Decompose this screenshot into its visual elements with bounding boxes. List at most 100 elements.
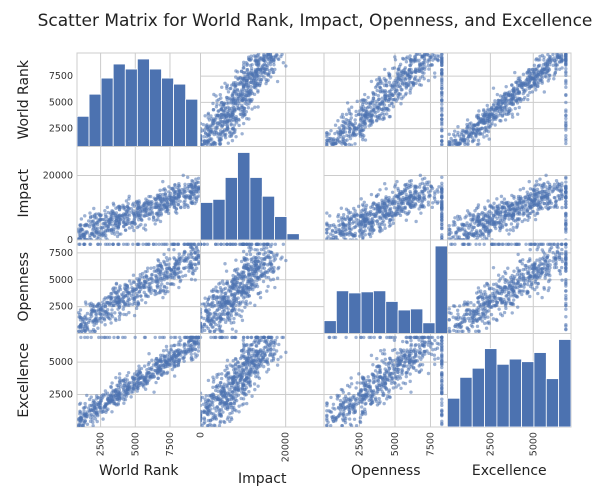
cell-content xyxy=(447,53,571,147)
histogram-bar xyxy=(100,77,114,147)
scatter-point xyxy=(230,83,234,87)
scatter-point xyxy=(511,87,516,92)
scatter-point xyxy=(399,76,404,80)
scatter-point xyxy=(193,194,197,198)
scatter-point xyxy=(371,96,376,100)
scatter-point xyxy=(160,242,164,246)
scatter-point xyxy=(477,233,481,238)
scatter-point xyxy=(440,113,444,117)
scatter-point xyxy=(223,118,227,122)
scatter-point xyxy=(510,96,514,100)
scatter-point xyxy=(532,201,536,205)
scatter-point xyxy=(139,294,143,298)
scatter-point xyxy=(536,201,540,206)
scatter-point xyxy=(387,103,392,108)
scatter-point xyxy=(460,223,465,228)
scatter-point xyxy=(532,63,537,68)
scatter-point xyxy=(89,314,94,318)
scatter-point xyxy=(140,298,144,302)
scatter-point xyxy=(543,74,547,78)
scatter-point xyxy=(240,294,244,298)
scatter-point xyxy=(495,92,500,97)
scatter-point xyxy=(382,206,387,211)
scatter-point xyxy=(362,200,366,205)
scatter-point xyxy=(342,217,347,221)
scatter-point xyxy=(271,70,275,75)
scatter-point xyxy=(151,215,156,220)
scatter-point xyxy=(216,109,220,113)
matrix-cell-2-1 xyxy=(200,239,325,334)
scatter-point xyxy=(521,72,526,76)
scatter-point xyxy=(380,96,384,100)
scatter-point xyxy=(380,216,384,220)
scatter-point xyxy=(353,209,357,213)
scatter-point xyxy=(433,71,437,75)
scatter-point xyxy=(440,208,444,213)
scatter-point xyxy=(103,223,108,227)
scatter-point xyxy=(510,112,514,116)
scatter-point xyxy=(147,217,151,221)
scatter-point xyxy=(85,324,89,328)
scatter-point xyxy=(564,93,568,97)
scatter-point xyxy=(96,309,101,313)
scatter-point xyxy=(101,300,105,304)
scatter-point xyxy=(398,62,403,67)
scatter-point xyxy=(336,214,340,219)
scatter-point xyxy=(155,285,160,290)
scatter-point xyxy=(420,54,425,59)
scatter-point xyxy=(392,84,397,89)
scatter-point xyxy=(369,109,374,113)
scatter-point xyxy=(560,66,564,70)
scatter-point xyxy=(393,91,397,95)
scatter-point xyxy=(485,214,490,219)
scatter-point xyxy=(265,63,269,68)
scatter-point xyxy=(368,118,372,123)
scatter-point xyxy=(422,77,426,81)
scatter-point xyxy=(513,92,517,96)
scatter-point xyxy=(352,132,356,136)
scatter-point xyxy=(252,54,256,58)
scatter-point xyxy=(474,231,478,235)
scatter-point xyxy=(553,186,557,190)
scatter-point xyxy=(196,249,200,254)
scatter-point xyxy=(364,215,368,219)
scatter-point xyxy=(544,173,548,178)
scatter-point xyxy=(262,245,266,249)
scatter-point xyxy=(112,203,116,207)
scatter-point xyxy=(498,210,503,214)
scatter-point xyxy=(132,295,137,299)
scatter-point xyxy=(527,179,531,184)
scatter-point xyxy=(241,121,246,126)
scatter-point xyxy=(190,245,194,250)
scatter-point xyxy=(403,188,408,193)
scatter-point xyxy=(149,200,153,204)
scatter-point xyxy=(197,194,201,198)
scatter-point xyxy=(190,184,194,188)
scatter-point xyxy=(555,63,559,67)
scatter-point xyxy=(223,135,228,140)
scatter-point xyxy=(159,263,163,268)
scatter-point xyxy=(92,214,97,218)
scatter-point xyxy=(409,62,413,66)
scatter-point xyxy=(559,187,564,192)
scatter-point xyxy=(262,62,267,67)
scatter-point xyxy=(564,108,568,112)
scatter-point xyxy=(232,98,237,103)
scatter-point xyxy=(103,233,108,237)
scatter-point xyxy=(440,190,444,194)
scatter-point xyxy=(560,193,564,197)
scatter-point xyxy=(514,98,518,103)
scatter-point xyxy=(225,125,230,129)
scatter-point xyxy=(546,53,550,57)
scatter-point xyxy=(259,71,263,75)
scatter-point xyxy=(100,308,105,313)
scatter-point xyxy=(240,132,244,136)
scatter-point xyxy=(92,323,96,327)
scatter-point xyxy=(252,92,257,97)
scatter-point xyxy=(79,217,84,221)
scatter-point xyxy=(241,76,245,81)
scatter-point xyxy=(404,196,408,201)
scatter-point xyxy=(440,194,444,198)
scatter-point xyxy=(145,200,149,205)
scatter-point xyxy=(158,188,162,193)
